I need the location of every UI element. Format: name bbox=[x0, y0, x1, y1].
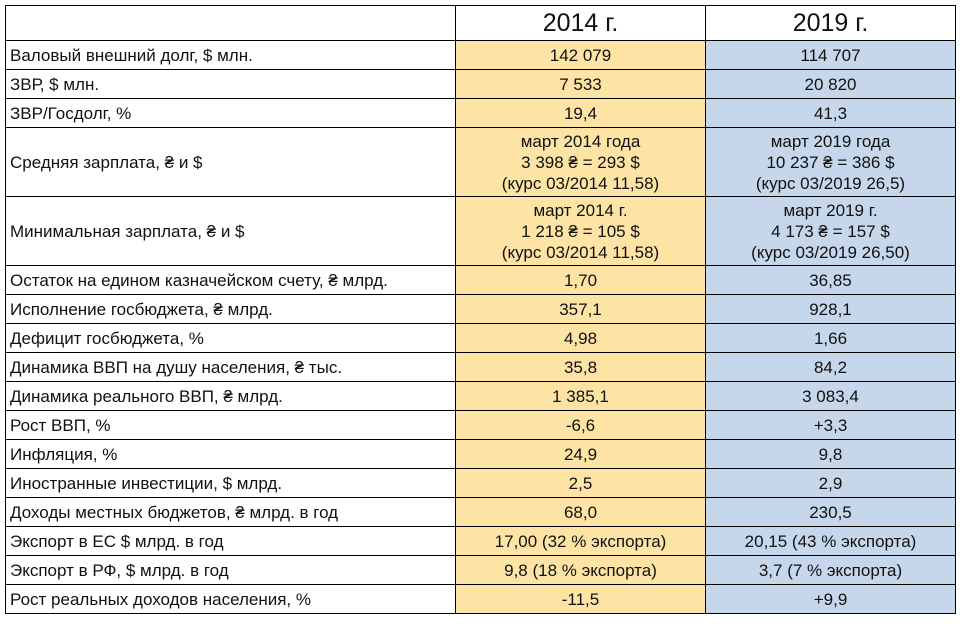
table-row: Минимальная зарплата, ₴ и $ март 2014 г. 1… bbox=[5, 196, 956, 266]
cell-line: март 2019 года bbox=[770, 131, 891, 151]
cell: 357,1 bbox=[455, 294, 706, 324]
cell: 20 820 bbox=[705, 69, 956, 99]
row-label: Доходы местных бюджетов, ₴ млрд. в год bbox=[5, 497, 456, 527]
cell: 9,8 bbox=[705, 439, 956, 469]
cell: 1 385,1 bbox=[455, 381, 706, 411]
cell: 1,66 bbox=[705, 323, 956, 353]
column-header: 2019 г. bbox=[705, 5, 956, 41]
row-label: Минимальная зарплата, ₴ и $ bbox=[5, 196, 456, 266]
cell: март 2014 г. 1 218 ₴ = 105 $ (курс 03/2014… bbox=[455, 196, 706, 266]
cell: 2,5 bbox=[455, 468, 706, 498]
cell: 142 079 bbox=[455, 40, 706, 70]
cell: 36,85 bbox=[705, 265, 956, 295]
cell: 17,00 (32 % экспорта) bbox=[455, 526, 706, 556]
cell: 24,9 bbox=[455, 439, 706, 469]
cell-line: (курс 03/2014 11,58) bbox=[501, 173, 660, 193]
data-table: 2014 г. 2019 г. Валовый внешний долг, $ … bbox=[5, 5, 956, 614]
cell: +9,9 bbox=[705, 584, 956, 614]
cell: 35,8 bbox=[455, 352, 706, 382]
cell: 928,1 bbox=[705, 294, 956, 324]
cell: +3,3 bbox=[705, 410, 956, 440]
table-row: Рост ВВП, % -6,6 +3,3 bbox=[5, 410, 956, 440]
row-label: Динамика реального ВВП, ₴ млрд. bbox=[5, 381, 456, 411]
cell: 84,2 bbox=[705, 352, 956, 382]
cell: -6,6 bbox=[455, 410, 706, 440]
row-label: Экспорт в РФ, $ млрд. в год bbox=[5, 555, 456, 585]
cell: 3 083,4 bbox=[705, 381, 956, 411]
cell: 9,8 (18 % экспорта) bbox=[455, 555, 706, 585]
cell: 2,9 bbox=[705, 468, 956, 498]
cell: 41,3 bbox=[705, 98, 956, 128]
cell: 3,7 (7 % экспорта) bbox=[705, 555, 956, 585]
row-label: Экспорт в ЕС $ млрд. в год bbox=[5, 526, 456, 556]
row-label: ЗВР/Госдолг, % bbox=[5, 98, 456, 128]
table-row: Валовый внешний долг, $ млн. 142 079 114 7… bbox=[5, 40, 956, 70]
table-row: Рост реальных доходов населения, % -11,5 +… bbox=[5, 584, 956, 614]
cell: 20,15 (43 % экспорта) bbox=[705, 526, 956, 556]
row-label: Валовый внешний долг, $ млн. bbox=[5, 40, 456, 70]
table-row: Экспорт в РФ, $ млрд. в год 9,8 (18 % экс… bbox=[5, 555, 956, 585]
table-row: Динамика ВВП на душу населения, ₴ тыс. 35… bbox=[5, 352, 956, 382]
table-body: Валовый внешний долг, $ млн. 142 079 114 7… bbox=[5, 40, 956, 614]
cell-line: 10 237 ₴ = 386 $ bbox=[766, 152, 895, 172]
table-row: Инфляция, % 24,9 9,8 bbox=[5, 439, 956, 469]
table-row: Экспорт в ЕС $ млрд. в год 17,00 (32 % эк… bbox=[5, 526, 956, 556]
row-label: Динамика ВВП на душу населения, ₴ тыс. bbox=[5, 352, 456, 382]
table-row: Остаток на едином казначейском счету, ₴ … bbox=[5, 265, 956, 295]
table-row: Средняя зарплата, ₴ и $ март 2014 года 3 3… bbox=[5, 127, 956, 197]
row-label: Средняя зарплата, ₴ и $ bbox=[5, 127, 456, 197]
row-label: Остаток на едином казначейском счету, ₴ … bbox=[5, 265, 456, 295]
row-label: Рост реальных доходов населения, % bbox=[5, 584, 456, 614]
table-row: Дефицит госбюджета, % 4,98 1,66 bbox=[5, 323, 956, 353]
cell-line: (курс 03/2019 26,50) bbox=[751, 242, 910, 262]
column-header: 2014 г. bbox=[455, 5, 706, 41]
cell-line: март 2014 г. bbox=[533, 200, 628, 220]
row-label: ЗВР, $ млн. bbox=[5, 69, 456, 99]
row-label: Дефицит госбюджета, % bbox=[5, 323, 456, 353]
cell-line: (курс 03/2014 11,58) bbox=[501, 242, 660, 262]
table-row: Доходы местных бюджетов, ₴ млрд. в год 68… bbox=[5, 497, 956, 527]
table-row: Иностранные инвестиции, $ млрд. 2,5 2,9 bbox=[5, 468, 956, 498]
cell-line: март 2014 года bbox=[520, 131, 641, 151]
cell: -11,5 bbox=[455, 584, 706, 614]
table-row: Исполнение госбюджета, ₴ млрд. 357,1 928,1 bbox=[5, 294, 956, 324]
row-label: Исполнение госбюджета, ₴ млрд. bbox=[5, 294, 456, 324]
table-row: ЗВР/Госдолг, % 19,4 41,3 bbox=[5, 98, 956, 128]
header-empty bbox=[5, 5, 456, 41]
cell: 68,0 bbox=[455, 497, 706, 527]
cell-line: 3 398 ₴ = 293 $ bbox=[521, 152, 640, 172]
cell: март 2019 г. 4 173 ₴ = 157 $ (курс 03/2019… bbox=[705, 196, 956, 266]
cell: 4,98 bbox=[455, 323, 706, 353]
cell-line: (курс 03/2019 26,5) bbox=[755, 173, 906, 193]
table-row: Динамика реального ВВП, ₴ млрд. 1 385,1 3 … bbox=[5, 381, 956, 411]
cell: 19,4 bbox=[455, 98, 706, 128]
cell: 230,5 bbox=[705, 497, 956, 527]
header-row: 2014 г. 2019 г. bbox=[5, 5, 956, 41]
cell-line: март 2019 г. bbox=[783, 200, 878, 220]
cell: март 2014 года 3 398 ₴ = 293 $ (курс 03/20… bbox=[455, 127, 706, 197]
cell: 1,70 bbox=[455, 265, 706, 295]
cell-line: 4 173 ₴ = 157 $ bbox=[771, 221, 890, 241]
row-label: Иностранные инвестиции, $ млрд. bbox=[5, 468, 456, 498]
cell: 114 707 bbox=[705, 40, 956, 70]
cell: март 2019 года 10 237 ₴ = 386 $ (курс 03/2… bbox=[705, 127, 956, 197]
row-label: Рост ВВП, % bbox=[5, 410, 456, 440]
row-label: Инфляция, % bbox=[5, 439, 456, 469]
cell: 7 533 bbox=[455, 69, 706, 99]
cell-line: 1 218 ₴ = 105 $ bbox=[521, 221, 640, 241]
table-row: ЗВР, $ млн. 7 533 20 820 bbox=[5, 69, 956, 99]
